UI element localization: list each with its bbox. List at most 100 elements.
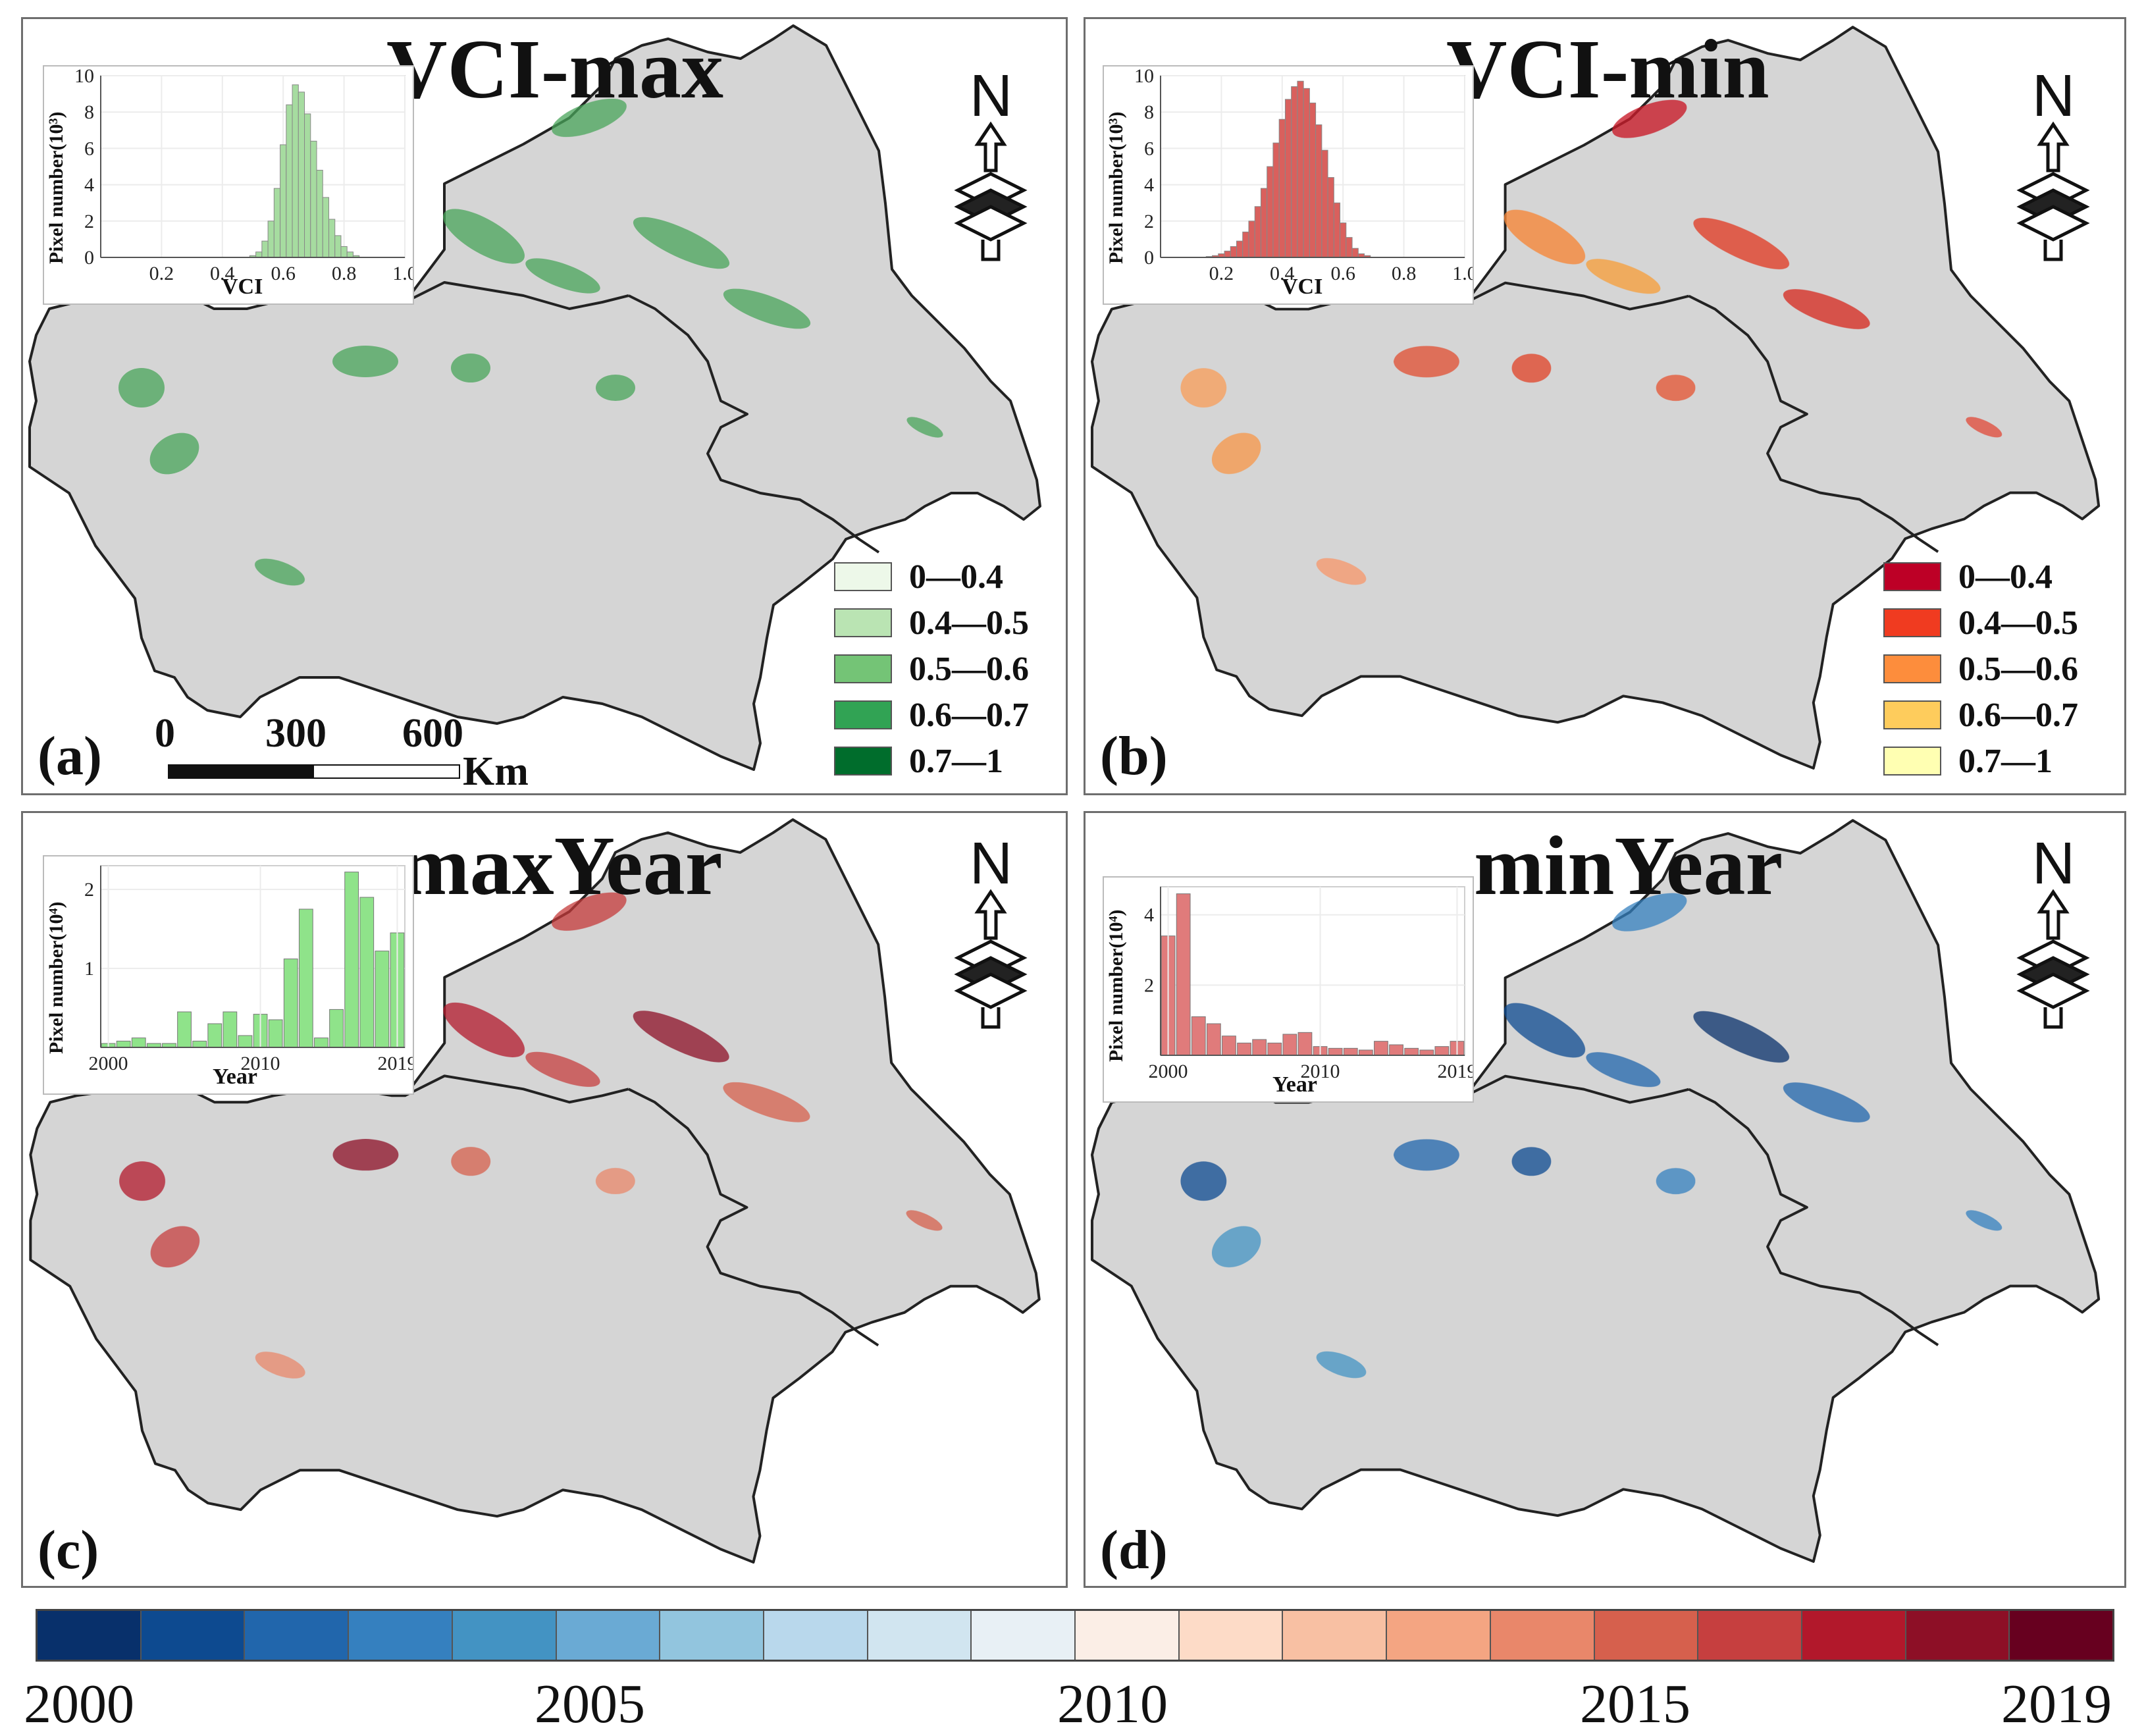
histogram-bar (1434, 1046, 1450, 1056)
histogram-bar (359, 897, 375, 1048)
histogram-bar (1248, 221, 1255, 258)
histogram-bar (1346, 237, 1353, 258)
histogram-c: 1 2 2000 2010 2019 Pixel number(10⁴) Year (43, 855, 414, 1095)
histogram-bar (1404, 1047, 1419, 1056)
panel-b: VCI-min (b) 0 2 4 6 8 10 0.2 0.4 0.6 0.8 1.0 Pixel… (1084, 17, 2126, 795)
colorbar-label: 2015 (1580, 1673, 1690, 1735)
north-arrow-icon (954, 889, 1028, 1029)
colorbar-cell (1387, 1611, 1491, 1660)
scale-unit: Km (463, 749, 529, 794)
scale-tick: 300 (265, 711, 327, 756)
colorbar-cell (660, 1611, 764, 1660)
colorbar-cell (972, 1611, 1076, 1660)
legend-swatch (834, 608, 892, 637)
x-axis-label: Year (213, 1065, 257, 1089)
plot-area (100, 75, 406, 258)
map-b (1090, 26, 2101, 770)
colorbar-cell (1698, 1611, 1802, 1660)
vegetation-patches (118, 98, 943, 586)
north-arrow-icon (2016, 889, 2090, 1029)
y-axis-label: Pixel number(10³) (1105, 111, 1127, 264)
north-arrow-icon (2016, 121, 2090, 261)
panel-title: maxYear (400, 819, 723, 912)
histogram-bar (340, 246, 348, 258)
histogram-bar (298, 92, 305, 258)
legend-item: 0.6—0.7 (1883, 697, 2078, 734)
legend-label: 0.4—0.5 (909, 604, 1029, 642)
histogram-bar (1252, 1039, 1267, 1056)
x-tick-label: 2000 (1149, 1061, 1188, 1082)
scale-bar-white (313, 764, 460, 779)
histogram-bar (1340, 223, 1347, 258)
histogram-bar (1389, 1044, 1403, 1056)
x-tick-label: 0.8 (332, 263, 356, 284)
north-letter: N (2032, 63, 2075, 129)
legend-b: 0—0.4 0.4—0.5 0.5—0.6 0.6—0.7 0.7—1 (1883, 558, 2120, 784)
legend-swatch (834, 562, 892, 591)
histogram-bar (1278, 118, 1286, 258)
histogram-bar (255, 251, 263, 258)
colorbar-cell (764, 1611, 868, 1660)
colorbar-cell (1594, 1611, 1699, 1660)
panel-a: VCI-max (a) 0 2 4 6 8 10 0.2 0.4 0.6 0.8 1.0 Pixel… (21, 17, 1068, 795)
legend-swatch (834, 654, 892, 683)
colorbar-label: 2000 (24, 1673, 134, 1735)
y-tick-label: 2 (1144, 211, 1154, 232)
histogram-a: 0 2 4 6 8 10 0.2 0.4 0.6 0.8 1.0 Pixel number(10³)… (43, 65, 414, 305)
colorbar-cell (452, 1611, 557, 1660)
north-arrow: N (2014, 831, 2093, 1030)
legend-item: 0.5—0.6 (1883, 650, 2078, 688)
histogram-bar (310, 140, 317, 258)
histogram-bar (238, 1035, 253, 1048)
histogram-bar (286, 104, 293, 258)
panel-label: (c) (38, 1519, 99, 1581)
histogram-bar (1343, 1047, 1358, 1056)
histogram-bar (1254, 206, 1261, 258)
scale-bar-black (168, 764, 315, 779)
histogram-bar (314, 1038, 328, 1048)
colorbar-cell (1906, 1611, 2010, 1660)
histogram-bar (322, 197, 330, 258)
x-tick-label: 0.6 (1330, 263, 1355, 284)
histogram-bar (329, 1009, 344, 1048)
y-tick-label: 4 (84, 174, 94, 196)
histogram-bar (267, 221, 275, 258)
x-axis-label: VCI (222, 275, 263, 299)
colorbar-cell (245, 1611, 350, 1660)
histogram-bar (1267, 1042, 1282, 1056)
north-arrow: N (951, 831, 1030, 1030)
x-tick-label: 0.4 (210, 263, 235, 284)
histogram-bar (283, 959, 298, 1048)
panel-label: (d) (1100, 1519, 1168, 1581)
north-letter: N (970, 831, 1012, 897)
vegetation-patches (1180, 893, 2002, 1379)
panel-title: minYear (1474, 819, 1783, 912)
legend-item: 0.4—0.5 (834, 604, 1029, 642)
y-axis-label: Pixel number(10⁴) (45, 901, 67, 1054)
y-tick-label: 2 (84, 879, 94, 901)
histogram-bar (304, 113, 311, 258)
colorbar-cell (141, 1611, 246, 1660)
legend-label: 0—0.4 (1958, 558, 2053, 596)
histogram-bar (1291, 86, 1298, 258)
histogram-bar (1284, 99, 1292, 258)
histogram-bar (298, 908, 313, 1048)
colorbar-cell (1802, 1611, 1906, 1660)
panel-label: (b) (1100, 725, 1168, 787)
panel-d: minYear (d) 2 4 2000 2010 2019 Pixel number(… (1084, 811, 2126, 1588)
map-a (28, 24, 1041, 771)
legend-label: 0.7—1 (1958, 742, 2053, 780)
vegetation-patches (119, 892, 943, 1379)
legend-label: 0.4—0.5 (1958, 604, 2078, 642)
histogram-bar (1222, 1036, 1236, 1056)
histogram-bar (1260, 188, 1268, 258)
x-tick-label: 0.6 (271, 263, 296, 284)
y-tick-label: 0 (1144, 247, 1154, 269)
x-tick-label: 0.4 (1270, 263, 1295, 284)
panel-title: VCI-max (386, 22, 723, 116)
histogram-bar (1272, 142, 1280, 258)
histogram-bar (222, 1011, 238, 1048)
histogram-bar (1374, 1041, 1388, 1056)
legend-label: 0—0.4 (909, 558, 1003, 596)
legend-swatch (834, 700, 892, 729)
